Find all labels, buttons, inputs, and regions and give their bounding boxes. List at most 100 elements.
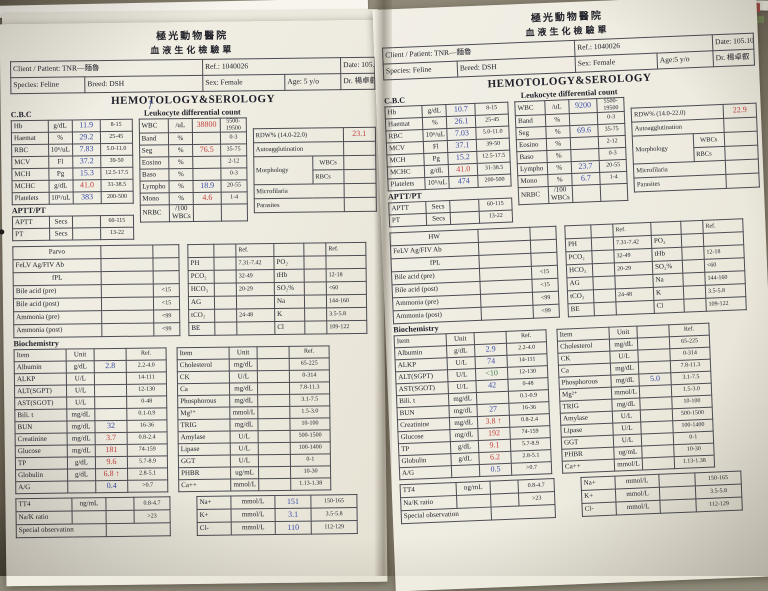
cell: 1.13-1.38	[674, 455, 715, 469]
cell: U/L	[66, 372, 95, 386]
serology-table: Parvo FeLV Ag/FIV Ab fPL Bile acid (pre) <15…	[12, 244, 180, 338]
cell: mg/dL	[66, 408, 95, 422]
cell: 0.4	[95, 480, 128, 493]
cell	[680, 220, 704, 235]
cell: BE	[188, 322, 215, 336]
cell	[106, 510, 135, 524]
cell: 1.13-1.38	[290, 477, 331, 491]
cell: mg/dL	[229, 418, 259, 432]
cell: tHb	[651, 247, 683, 262]
cell: Ca	[177, 383, 230, 396]
cell	[214, 282, 237, 297]
cell: /100 WBCs	[547, 185, 573, 204]
cell	[642, 456, 675, 470]
cell: WBCs	[692, 132, 725, 148]
aptt-label: APTT/PT	[11, 205, 46, 216]
cell: 31-38.5	[101, 179, 133, 192]
cell: RBC	[11, 144, 49, 157]
cell	[592, 275, 616, 290]
table-row: Ammonia (post) <99	[13, 322, 180, 338]
cell	[258, 430, 291, 443]
sex: Sex: Female	[575, 53, 658, 73]
cell: Ref.	[235, 243, 274, 257]
cell: %	[546, 149, 571, 163]
cell	[591, 236, 614, 251]
cell: %	[169, 180, 194, 193]
table-row: NRBC/100 WBCs	[139, 204, 248, 222]
cell	[257, 346, 290, 359]
cell: %	[168, 156, 193, 169]
cell: 10⁶/uL	[423, 128, 448, 142]
cell	[94, 408, 127, 421]
cell: 18.9	[192, 180, 222, 193]
cell: 0-314	[289, 369, 330, 383]
cell: WBC	[514, 100, 546, 116]
cell	[152, 257, 180, 271]
cell	[593, 301, 617, 316]
cell: 7.31-7.42	[235, 256, 275, 270]
cell	[591, 249, 615, 264]
cell: Band	[139, 132, 169, 146]
cell	[304, 268, 327, 283]
cell	[213, 256, 237, 271]
rdw-morphology-table: RDW% (14.0-22.0) 23.1 Autoagglutination Mor…	[253, 127, 377, 214]
cell	[257, 370, 290, 383]
tt4-table: TT4 ng/mL 0.8-4.7 Na/K ratio >23 Special obse…	[400, 478, 556, 524]
cell	[325, 255, 367, 269]
cell: 3.5-5.8	[326, 307, 367, 321]
cell: 3.7	[95, 432, 128, 445]
cell: AST(SGOT)	[14, 397, 67, 410]
cell: Creatinine	[15, 433, 68, 446]
table-row: Parasites	[253, 197, 377, 213]
cell: Secs	[426, 200, 451, 214]
serology-table: HW FeLV Ag/FIV Ab fPL Bile acid (pre) <15 Bil…	[389, 226, 560, 325]
cell: Albumin	[14, 361, 67, 374]
cell: Na/K ratio	[16, 510, 73, 525]
cell: Glucose	[15, 445, 68, 458]
cell: 151	[274, 495, 312, 509]
cell	[343, 197, 377, 212]
cell: 32-49	[236, 269, 275, 283]
cell: TP	[15, 457, 68, 470]
cell: <99	[153, 322, 180, 336]
cell: <15	[531, 265, 558, 280]
cell: %	[545, 113, 570, 127]
cell: 0.1-0.9	[126, 407, 167, 421]
cell: K+	[197, 509, 232, 523]
cell: A/G	[399, 465, 452, 480]
cell: Mono	[139, 192, 170, 206]
cell: 0-3	[599, 147, 627, 161]
cell: tHb	[274, 269, 305, 283]
cell: U/L	[230, 430, 259, 444]
cell: PCO₂	[565, 250, 593, 265]
cell: AG	[566, 276, 594, 291]
cell: 7.8-11.3	[289, 381, 330, 395]
cell: AG	[188, 296, 215, 310]
cell: Bili. t	[14, 409, 67, 422]
cell: PO₂	[273, 256, 305, 270]
cell: g/dL	[66, 360, 95, 374]
cell: Platelets	[12, 192, 49, 205]
cell	[214, 269, 237, 284]
cell: 13-22	[100, 227, 134, 240]
cell: HCO₃	[566, 263, 593, 278]
table-row: RDW% (14.0-22.0) 23.1	[253, 127, 376, 143]
report-page-left: 極光動物醫院 血液生化檢驗單 Client / Patient: TNR—麵魯 …	[0, 19, 388, 587]
cell	[94, 396, 127, 409]
cell: /uL	[544, 99, 570, 115]
patient-info-table: Client / Patient: TNR—麵魯 Ref.: 1040026 D…	[10, 57, 375, 94]
cell: %	[47, 131, 73, 145]
cell: g/dL	[67, 468, 96, 482]
cell: 38800	[192, 118, 221, 133]
cell: RBCs	[312, 169, 344, 185]
cell: %	[547, 161, 572, 175]
cell: 41.0	[72, 179, 102, 192]
cell: 1-4	[600, 171, 628, 185]
report-date: Date: 105.10.25	[340, 57, 375, 74]
age: Age:5 y/o	[656, 50, 714, 70]
cell	[72, 215, 101, 228]
cell: Na	[274, 295, 305, 309]
cell: PT	[389, 213, 427, 227]
cell: /uL	[168, 118, 193, 133]
cell	[187, 244, 214, 258]
